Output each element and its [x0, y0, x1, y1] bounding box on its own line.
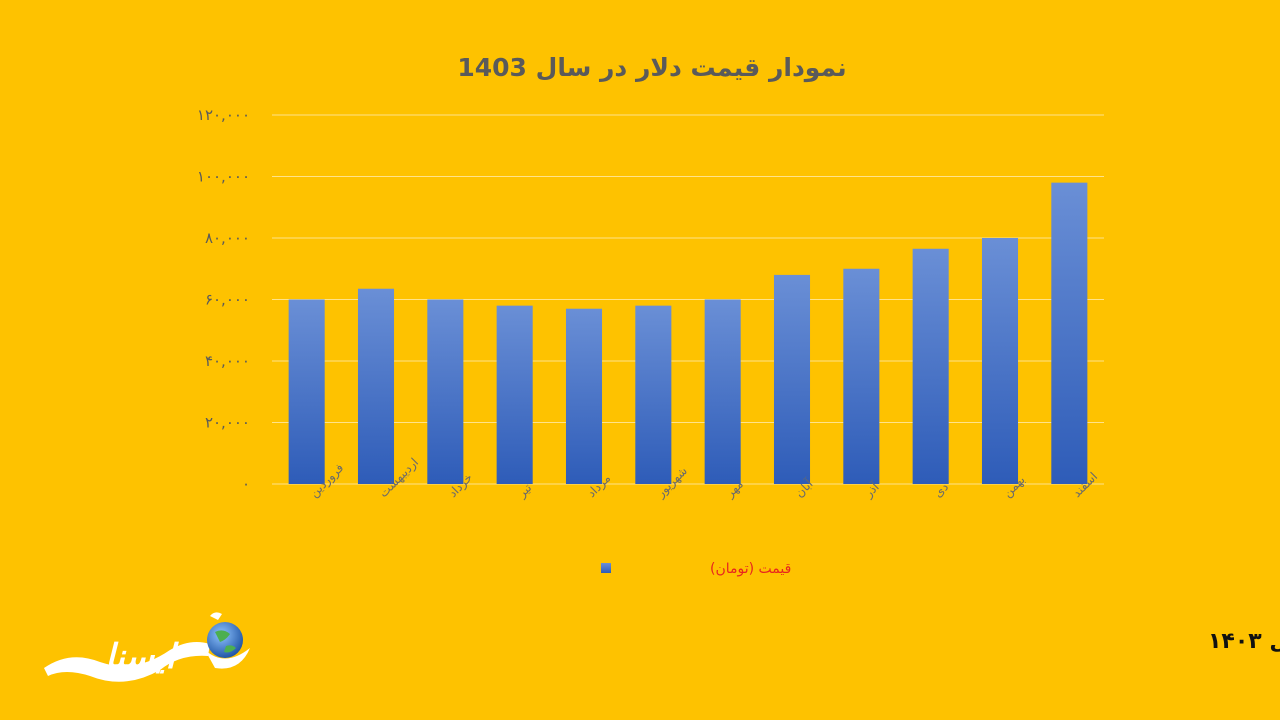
globe-icon: [207, 622, 243, 658]
y-tick-label: ۱۰۰,۰۰۰: [197, 168, 250, 186]
legend-label: قیمت (تومان): [710, 561, 791, 577]
legend-swatch: [601, 563, 611, 573]
bar: [565, 308, 603, 484]
y-tick-label: ۴۰,۰۰۰: [205, 352, 250, 370]
y-tick-label: ۱۲۰,۰۰۰: [197, 106, 250, 124]
y-tick-label: ۰: [242, 475, 250, 493]
bar: [357, 288, 395, 484]
globe-swoosh-icon: [205, 648, 250, 669]
caption: میانگین قیمت دلار در سال ۱۴۰۳: [1208, 627, 1280, 654]
chart-title: نمودار قیمت دلار در سال 1403: [457, 53, 846, 83]
logo-drop-icon: [210, 612, 222, 620]
grid-lines: [272, 114, 1104, 485]
bar: [288, 299, 325, 484]
bar: [843, 268, 880, 484]
bar: [912, 248, 949, 484]
bar: [704, 299, 741, 484]
bar: [1051, 182, 1088, 484]
logo: ایسنا: [44, 612, 250, 682]
bar: [427, 299, 464, 484]
logo-swoosh-icon: [44, 642, 210, 682]
bars: [288, 182, 1088, 484]
globe-land-icon: [215, 630, 236, 653]
y-tick-label: ۲۰,۰۰۰: [205, 414, 250, 432]
bar: [496, 305, 533, 484]
bar: [981, 238, 1019, 484]
y-axis-ticks: ۰ ۲۰,۰۰۰ ۴۰,۰۰۰ ۶۰,۰۰۰ ۸۰,۰۰۰ ۱۰۰,۰۰۰ ۱۲۰,۰۰۰: [197, 106, 250, 493]
x-axis-ticks: فروردین اردیبهشت خرداد تیر مرداد شهریور مهر آبا…: [307, 455, 1100, 501]
bar: [635, 305, 672, 484]
bar: [773, 274, 811, 484]
y-tick-label: ۶۰,۰۰۰: [205, 291, 250, 309]
logo-text: ایسنا: [105, 637, 179, 677]
y-tick-label: ۸۰,۰۰۰: [205, 229, 250, 247]
legend: قیمت (تومان): [601, 561, 791, 577]
